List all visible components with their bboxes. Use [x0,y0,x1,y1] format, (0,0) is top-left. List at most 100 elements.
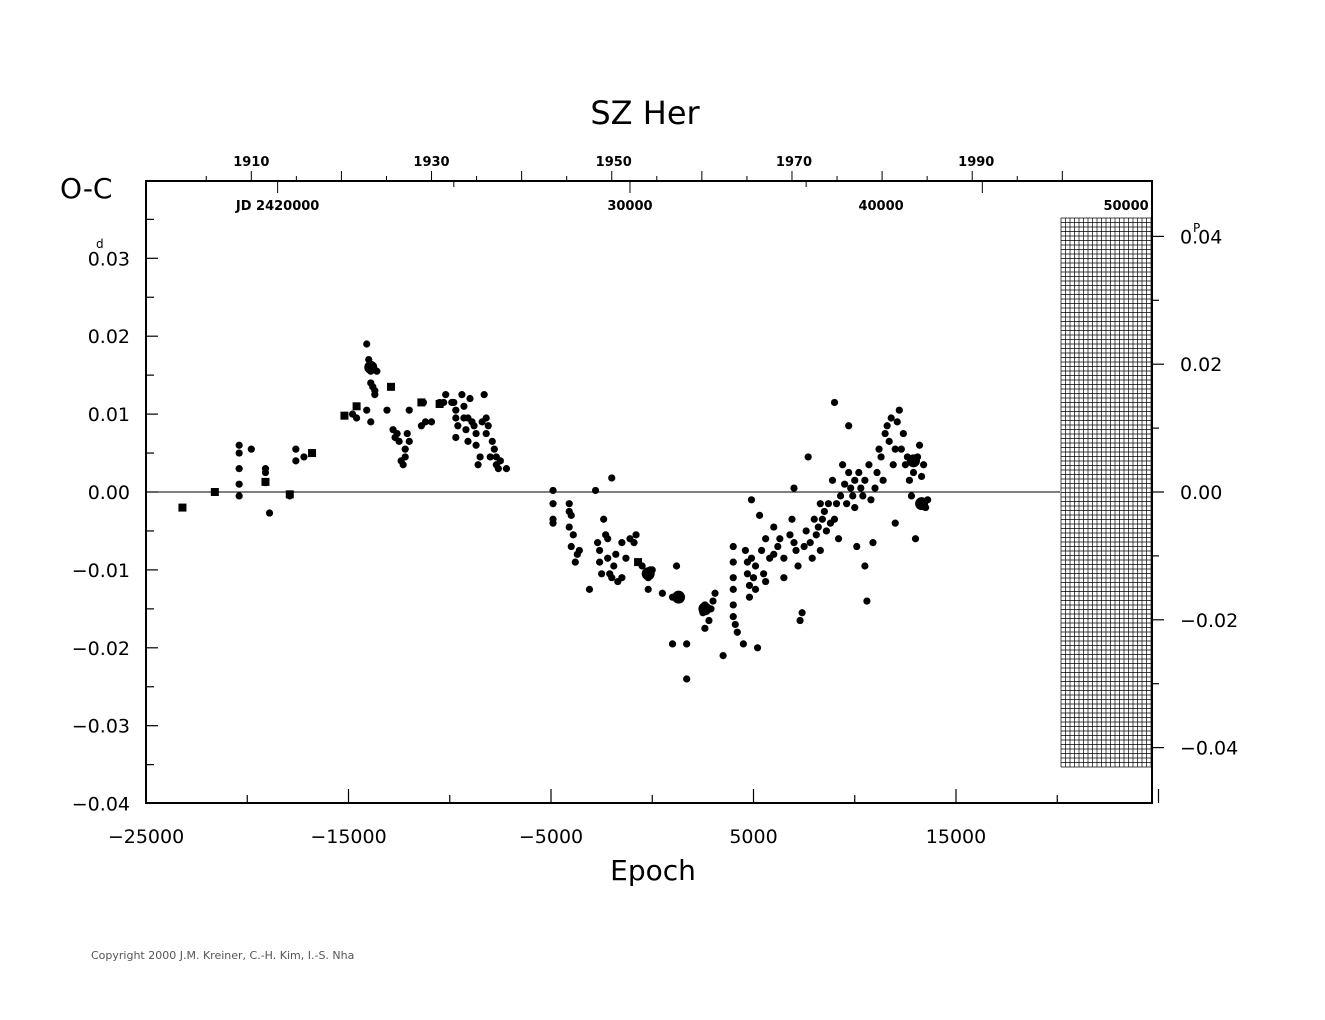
data-point [762,535,770,543]
data-point [889,461,897,469]
data-points [178,340,932,683]
data-point [810,515,818,523]
data-point [585,585,594,593]
data-point-square [387,382,396,391]
year-tick-label: 1910 [233,155,269,170]
data-point [353,414,361,422]
data-point [452,406,460,414]
data-point [743,570,752,578]
x-tick-label: 5000 [729,826,777,848]
data-point [788,515,796,523]
data-point [861,562,869,570]
data-point [851,476,859,484]
copyright-text: Copyright 2000 J.M. Kreiner, C.-H. Kim, … [91,949,355,962]
jd-tick-label: JD 2420000 [235,199,319,214]
axis-ticks [145,171,1164,803]
data-point [729,585,737,593]
data-point [235,441,243,449]
data-point [486,453,494,461]
data-point [591,486,600,495]
data-point [729,613,737,621]
data-point [875,445,883,453]
data-point [747,496,756,504]
jd-tick-label: 50000 [1103,199,1148,214]
data-point [881,429,889,438]
data-point [792,546,800,555]
data-point [403,429,411,438]
data-point [760,570,768,578]
data-point [822,527,831,535]
data-point [891,445,899,453]
data-point [753,644,762,652]
right-tick-label: −0.02 [1180,610,1238,632]
data-point [596,558,604,566]
data-point [830,398,839,407]
x-axis-label: Epoch [610,854,696,887]
data-point [644,585,652,593]
data-point [658,589,666,597]
data-point [395,437,403,445]
data-point [711,589,719,597]
data-point [235,480,243,488]
data-point [895,406,903,414]
x-tick-label: −15000 [310,826,386,848]
data-point [235,492,243,500]
data-point [853,542,861,551]
data-point [865,461,873,469]
data-point [861,476,869,484]
data-point [800,542,808,551]
data-point-large [672,590,686,604]
data-point [917,472,926,481]
data-point [893,418,901,426]
right-tick-label: 0.04 [1180,226,1222,248]
data-point [857,484,865,492]
data-point [816,546,824,555]
data-point [401,453,409,461]
data-point [549,519,557,527]
data-point [834,535,843,543]
data-point [604,535,612,543]
data-point [905,476,914,484]
y-tick-label: −0.02 [72,638,130,660]
data-point [458,391,466,399]
data-point-square [340,411,349,420]
tick-labels: 0.03 0.02 0.01 0.00 −0.01 −0.02 −0.03 −0.04 0.04… [72,155,1238,848]
data-point [265,509,274,517]
data-point [871,484,879,492]
data-point [367,418,375,426]
data-point [668,640,677,648]
data-point [618,574,626,582]
data-point [739,640,747,648]
data-point-square [417,398,426,407]
data-point [622,554,630,562]
data-point-square [634,558,643,567]
data-point [798,609,806,617]
data-point [733,628,741,636]
data-point [470,422,478,430]
data-point [879,476,887,484]
data-point [701,624,709,632]
y-axis-label: O-C [60,172,112,205]
data-point [496,457,504,465]
data-point [593,539,602,547]
data-point [883,422,891,430]
data-point [442,391,450,399]
data-point-square [210,488,219,496]
data-point [575,546,583,555]
data-point [371,391,379,399]
jd-tick-label: 40000 [858,199,903,214]
data-point [830,515,839,523]
data-point [596,546,604,555]
data-point [843,500,851,508]
x-tick-label: −5000 [519,826,583,848]
data-point [877,453,885,461]
data-point [802,527,810,535]
data-point [820,507,828,516]
data-point [849,492,857,500]
data-point [569,531,577,539]
data-point [363,340,371,348]
data-point [729,558,737,566]
data-point [901,461,909,469]
data-point [405,437,413,445]
